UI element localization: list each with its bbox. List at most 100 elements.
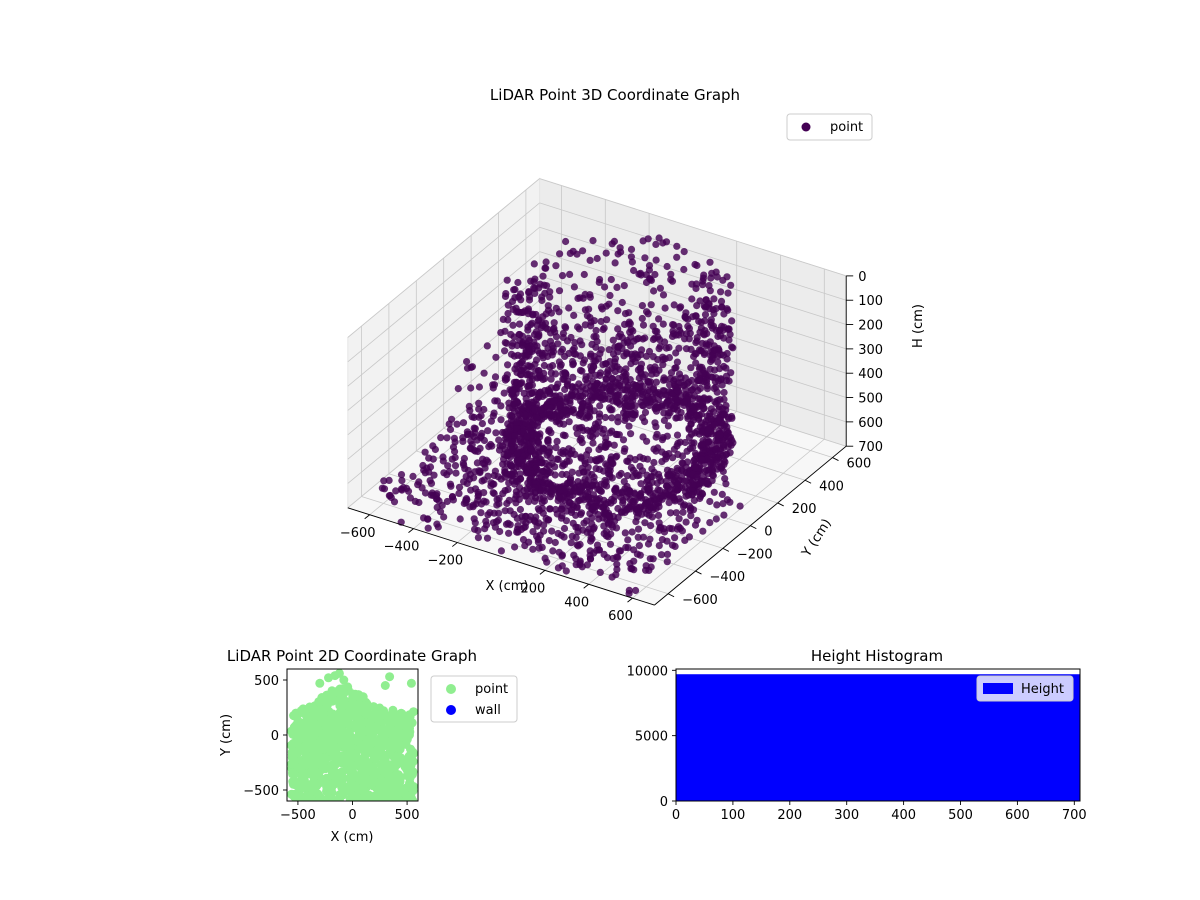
point-3d — [557, 448, 565, 457]
point-3d — [528, 492, 536, 500]
point-3d — [699, 527, 707, 535]
x-tick-label-3d: −400 — [384, 540, 420, 555]
chart-2d-title: LiDAR Point 2D Coordinate Graph — [227, 647, 477, 665]
point-3d — [561, 485, 569, 493]
point-3d — [544, 306, 553, 314]
point-3d — [614, 325, 622, 333]
point-3d — [579, 247, 587, 255]
point-3d — [659, 291, 668, 299]
point-3d — [531, 484, 539, 492]
point-2d — [396, 716, 406, 726]
point-3d — [681, 374, 690, 382]
point-3d — [474, 496, 482, 504]
point-3d — [380, 485, 389, 493]
point-3d — [564, 451, 573, 459]
point-3d — [531, 275, 539, 283]
legend-2d-point-marker — [446, 684, 456, 694]
histogram-y-tick-label: 10000 — [627, 664, 668, 679]
point-3d — [673, 402, 681, 410]
point-3d — [510, 286, 518, 294]
point-3d — [654, 356, 662, 364]
point-3d — [518, 308, 526, 317]
point-3d — [574, 294, 582, 302]
point-3d — [545, 516, 553, 524]
point-3d — [675, 515, 683, 523]
point-3d — [631, 456, 639, 464]
y-tick-label-3d: 0 — [764, 525, 772, 540]
point-3d — [489, 384, 497, 392]
point-2d — [328, 730, 338, 740]
y-tick-label-3d: 200 — [792, 502, 817, 517]
point-3d — [559, 370, 567, 378]
point-3d — [713, 273, 721, 281]
point-3d — [658, 436, 667, 444]
point-3d — [543, 558, 551, 566]
point-3d — [536, 388, 544, 396]
point-2d — [301, 751, 311, 761]
point-3d — [549, 362, 557, 370]
point-3d — [602, 438, 610, 446]
point-3d — [399, 483, 407, 492]
point-3d — [424, 524, 432, 532]
point-2d — [368, 736, 378, 746]
point-3d — [546, 444, 554, 452]
point-3d — [549, 325, 558, 333]
point-3d — [682, 518, 690, 526]
point-3d — [603, 462, 611, 470]
point-3d — [599, 514, 607, 522]
point-3d — [574, 323, 582, 331]
point-2d — [290, 729, 300, 739]
point-3d — [642, 271, 650, 279]
point-3d — [501, 466, 509, 474]
point-3d — [613, 452, 621, 460]
point-3d — [641, 334, 649, 342]
point-3d — [483, 534, 492, 542]
legend-3d-marker — [801, 122, 811, 132]
point-3d — [561, 432, 569, 440]
point-3d — [605, 300, 613, 308]
point-3d — [673, 358, 682, 366]
point-3d — [446, 480, 454, 488]
point-2d — [351, 749, 361, 759]
point-3d — [581, 457, 589, 465]
point-2d — [289, 756, 299, 766]
point-3d — [673, 464, 681, 472]
point-3d — [638, 467, 647, 475]
point-3d — [640, 388, 648, 396]
point-3d — [557, 514, 566, 522]
point-2d — [406, 744, 415, 754]
point-3d — [639, 414, 647, 422]
point-3d — [605, 470, 614, 478]
point-2d — [311, 750, 320, 760]
point-3d — [501, 435, 509, 443]
point-3d — [652, 240, 660, 248]
point-3d — [614, 413, 622, 421]
point-3d — [688, 376, 696, 385]
point-2d — [326, 794, 336, 801]
point-3d — [592, 457, 600, 465]
point-3d — [655, 234, 663, 242]
histogram-y-tick-label: 0 — [660, 795, 668, 810]
point-3d — [545, 479, 553, 487]
point-3d — [703, 396, 711, 404]
point-3d — [499, 315, 507, 323]
point-3d — [421, 489, 430, 497]
point-3d — [682, 330, 691, 338]
point-3d — [601, 380, 609, 388]
point-3d — [556, 412, 564, 420]
point-3d — [628, 258, 637, 266]
point-3d — [638, 314, 646, 323]
point-3d — [575, 487, 583, 496]
point-3d — [429, 491, 437, 500]
x-tick-label-3d: −200 — [427, 554, 463, 569]
point-3d — [599, 325, 607, 334]
point-3d — [680, 248, 688, 256]
point-3d — [616, 547, 625, 555]
point-3d — [544, 436, 552, 444]
point-2d — [300, 794, 310, 801]
point-3d — [699, 479, 707, 487]
point-3d — [504, 519, 512, 528]
point-3d — [588, 366, 596, 374]
point-3d — [570, 551, 578, 559]
point-3d — [699, 405, 708, 413]
